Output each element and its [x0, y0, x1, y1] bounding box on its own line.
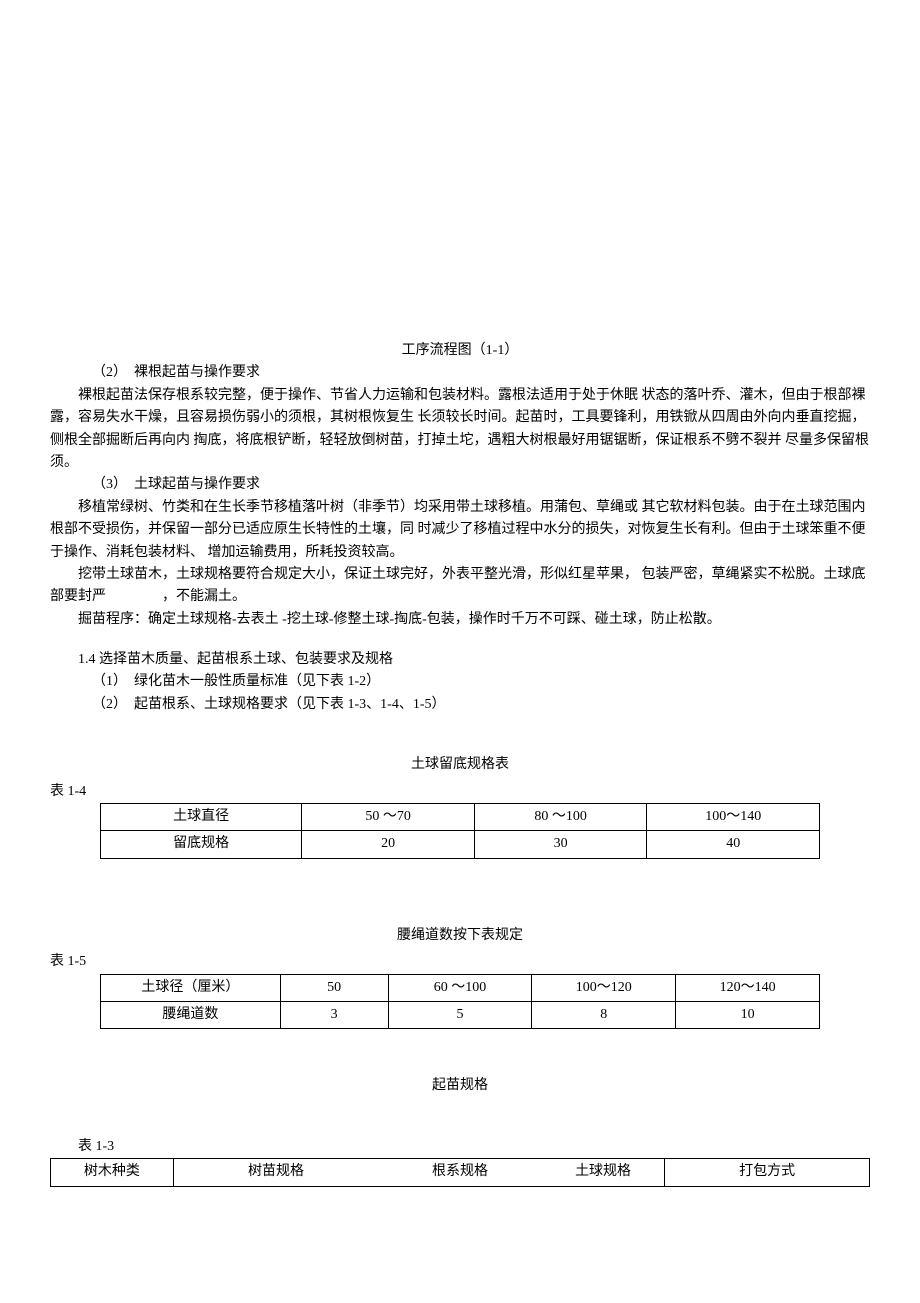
table-cell: 20 — [302, 831, 475, 858]
table-cell: 8 — [532, 1001, 676, 1028]
table-cell: 土球直径 — [101, 804, 302, 831]
table-cell: 100～140 — [647, 804, 820, 831]
table-row: 土球径（厘米） 50 60 ～100 100～120 120～140 — [101, 974, 820, 1001]
table-cell: 60 ～100 — [388, 974, 532, 1001]
table-header-cell: 树木种类 — [51, 1159, 174, 1186]
table-cell: 5 — [388, 1001, 532, 1028]
table-header-cell: 根系规格 — [378, 1159, 542, 1186]
table13-title: 起苗规格 — [50, 1075, 870, 1097]
table-row: 腰绳道数 3 5 8 10 — [101, 1001, 820, 1028]
table14-title: 土球留底规格表 — [50, 754, 870, 776]
table-cell: 50 ～70 — [302, 804, 475, 831]
table13: 树木种类 树苗规格 根系规格 土球规格 打包方式 — [50, 1158, 870, 1186]
table-cell: 40 — [647, 831, 820, 858]
table13-label: 表 1-3 — [50, 1136, 870, 1158]
table-header-cell: 打包方式 — [665, 1159, 870, 1186]
table-cell: 留底规格 — [101, 831, 302, 858]
table-cell: 3 — [280, 1001, 388, 1028]
para-3b: 挖带土球苗木，土球规格要符合规定大小，保证土球完好，外表平整光滑，形似红星苹果，… — [50, 564, 870, 609]
table-header-cell: 土球规格 — [542, 1159, 665, 1186]
table-cell: 10 — [676, 1001, 820, 1028]
table15-title: 腰绳道数按下表规定 — [50, 925, 870, 947]
chart-title: 工序流程图（1-1） — [50, 340, 870, 362]
table-cell: 50 — [280, 974, 388, 1001]
table14-label: 表 1-4 — [50, 781, 870, 803]
para-2: 裸根起苗法保存根系较完整，便于操作、节省人力运输和包装材料。露根法适用于处于休眠… — [50, 385, 870, 475]
section3-heading: （3） 土球起苗与操作要求 — [50, 474, 870, 496]
table-cell: 腰绳道数 — [101, 1001, 281, 1028]
table14: 土球直径 50 ～70 80 ～100 100～140 留底规格 20 30 4… — [100, 803, 820, 859]
table-row: 留底规格 20 30 40 — [101, 831, 820, 858]
section14-heading: 1.4 选择苗木质量、起苗根系土球、包装要求及规格 — [50, 649, 870, 671]
table15-label: 表 1-5 — [50, 951, 870, 973]
table-row: 树木种类 树苗规格 根系规格 土球规格 打包方式 — [51, 1159, 870, 1186]
table-cell: 30 — [474, 831, 647, 858]
table-cell: 100～120 — [532, 974, 676, 1001]
section2-heading: （2） 裸根起苗与操作要求 — [50, 362, 870, 384]
table-header-cell: 树苗规格 — [173, 1159, 378, 1186]
table-row: 土球直径 50 ～70 80 ～100 100～140 — [101, 804, 820, 831]
table-cell: 土球径（厘米） — [101, 974, 281, 1001]
section14-item2: （2） 起苗根系、土球规格要求（见下表 1-3、1-4、1-5） — [50, 694, 870, 716]
para-3c: 掘苗程序：确定土球规格-去表土 -挖土球-修整土球-掏底-包装，操作时千万不可踩… — [50, 609, 870, 631]
table-cell: 80 ～100 — [474, 804, 647, 831]
section14-item1: （1） 绿化苗木一般性质量标准（见下表 1-2） — [50, 671, 870, 693]
para-3a: 移植常绿树、竹类和在生长季节移植落叶树（非季节）均采用带土球移植。用蒲包、草绳或… — [50, 497, 870, 564]
table-cell: 120～140 — [676, 974, 820, 1001]
table15: 土球径（厘米） 50 60 ～100 100～120 120～140 腰绳道数 … — [100, 974, 820, 1030]
